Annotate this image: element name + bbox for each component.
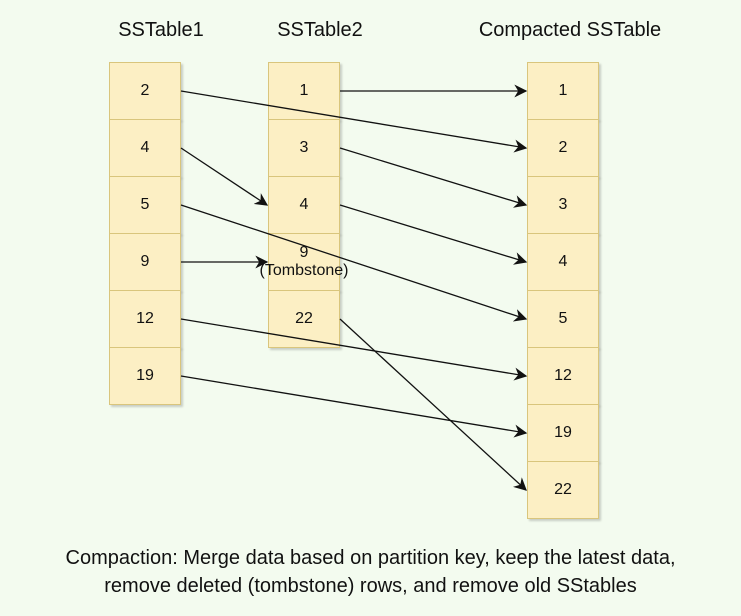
- sstable1-title: SSTable1: [118, 19, 204, 41]
- caption-line-1: Compaction: Merge data based on partitio…: [65, 547, 676, 569]
- caption-line-2: remove deleted (tombstone) rows, and rem…: [104, 575, 637, 597]
- merge-arrow-sstable2-4-to-compacted-4: [339, 204, 528, 265]
- sstable2-table: 1 3 4 9 (Tombstone) 22: [260, 62, 348, 348]
- sstable2-row: 1: [268, 62, 340, 120]
- sstable1-row: 12: [109, 290, 181, 348]
- merge-arrow-sstable2-22-to-compacted-22: [339, 318, 527, 491]
- compacted-row: 2: [527, 119, 599, 177]
- compacted-row: 3: [527, 176, 599, 234]
- sstable1-row: 19: [109, 347, 181, 405]
- sstable2-row: 4: [268, 176, 340, 234]
- merge-arrow-sstable1-12-to-compacted-12: [180, 318, 528, 381]
- compacted-sstable-title: Compacted SSTable: [478, 19, 662, 41]
- sstable2-row-tombstone: 9 (Tombstone): [260, 233, 348, 291]
- compaction-caption: Compaction: Merge data based on partitio…: [0, 544, 741, 600]
- merge-arrow-sstable2-3-to-compacted-3: [339, 147, 528, 208]
- compacted-sstable-table: 1 2 3 4 5 12 19 22: [527, 62, 599, 519]
- merge-arrow-sstable1-4-to-sstable2-4: [180, 147, 269, 206]
- sstable2-row: 22: [268, 290, 340, 348]
- merge-arrow-sstable1-5-to-compacted-5: [180, 204, 528, 322]
- compacted-row: 12: [527, 347, 599, 405]
- sstable2-title: SSTable2: [277, 19, 363, 41]
- sstable1-table: 2 4 5 9 12 19: [109, 62, 181, 405]
- compacted-row: 1: [527, 62, 599, 120]
- merge-arrow-sstable1-2-to-compacted-2: [180, 90, 528, 153]
- compacted-row: 5: [527, 290, 599, 348]
- compacted-row: 4: [527, 233, 599, 291]
- merge-arrow-sstable1-19-to-compacted-19: [180, 375, 528, 438]
- sstable1-row: 2: [109, 62, 181, 120]
- compacted-row: 19: [527, 404, 599, 462]
- sstable2-row: 3: [268, 119, 340, 177]
- compacted-row: 22: [527, 461, 599, 519]
